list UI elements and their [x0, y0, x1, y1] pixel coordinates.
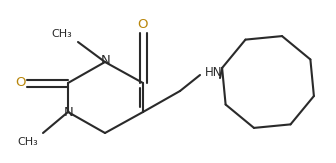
Text: O: O [15, 76, 25, 89]
Text: HN: HN [205, 66, 222, 79]
Text: CH₃: CH₃ [17, 137, 38, 147]
Text: N: N [64, 106, 74, 119]
Text: N: N [101, 54, 111, 67]
Text: CH₃: CH₃ [51, 29, 72, 39]
Text: O: O [138, 18, 148, 31]
